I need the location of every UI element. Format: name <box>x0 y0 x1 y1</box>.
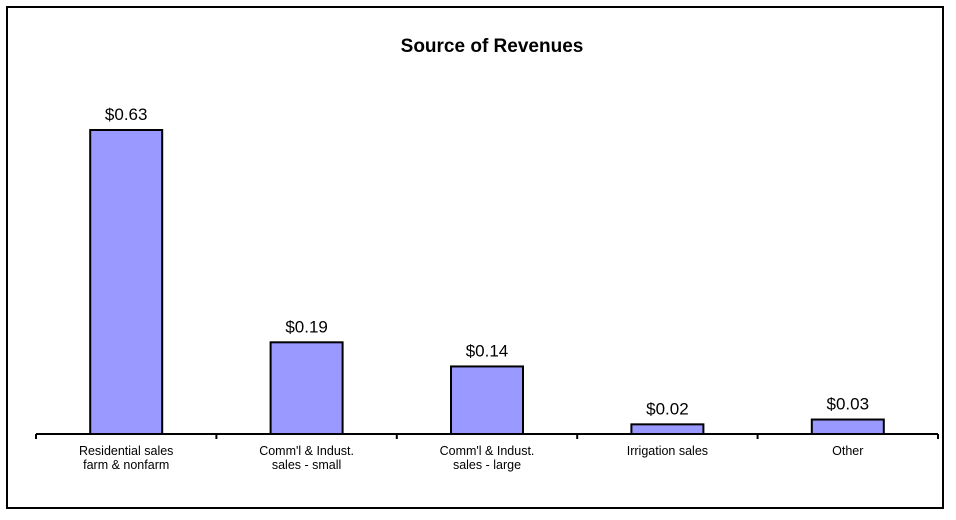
data-label: $0.19 <box>285 317 328 336</box>
category-label: farm & nonfarm <box>83 458 169 472</box>
category-label: sales - small <box>272 458 341 472</box>
category-label: Residential sales <box>79 444 174 458</box>
ticks-layer <box>35 434 939 439</box>
category-label: Comm'l & Indust. <box>259 444 354 458</box>
data-label: $0.02 <box>646 399 689 418</box>
bar <box>630 423 705 436</box>
data-label: $0.63 <box>105 105 148 124</box>
category-label: Comm'l & Indust. <box>440 444 535 458</box>
bars-layer <box>89 129 885 436</box>
category-label: Irrigation sales <box>627 444 708 458</box>
category-label: Other <box>832 444 863 458</box>
data-label: $0.03 <box>827 395 870 414</box>
bar <box>269 341 344 436</box>
bar <box>89 129 164 435</box>
labels-layer: $0.63 $0.19 $0.14 $0.02 $0.03 <box>105 105 869 418</box>
chart-title: Source of Revenues <box>401 36 584 57</box>
data-label: $0.14 <box>466 341 509 360</box>
bar <box>450 365 524 436</box>
bar <box>810 418 885 435</box>
category-label: sales - large <box>453 458 521 472</box>
